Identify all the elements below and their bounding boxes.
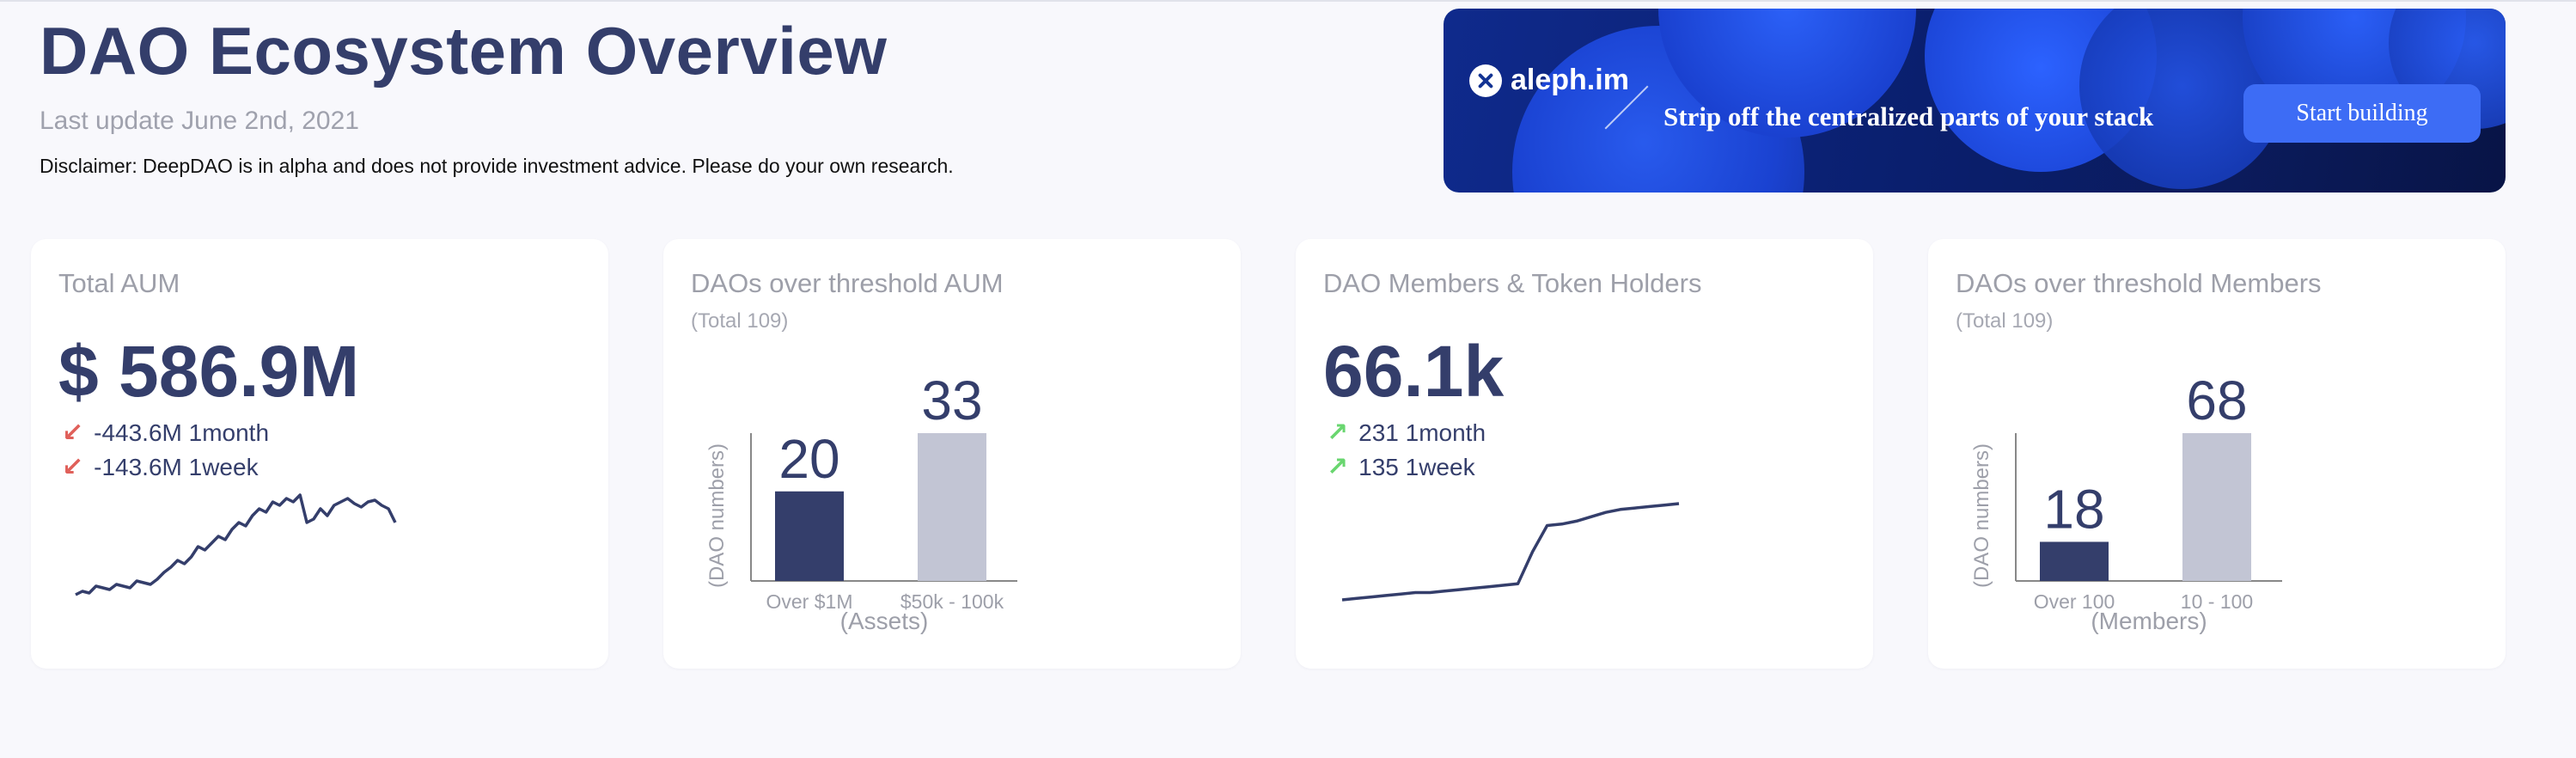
aleph-logo-icon bbox=[1469, 64, 1502, 97]
card-title: DAOs over threshold AUM bbox=[691, 268, 1004, 298]
delta-week-row: ↙ -143.6M 1week bbox=[62, 452, 259, 482]
card-title: DAO Members & Token Holders bbox=[1323, 268, 1702, 298]
bar-value-label: 20 bbox=[778, 428, 839, 490]
members-card: DAO Members & Token Holders 66.1k ↗ 231 … bbox=[1296, 239, 1873, 669]
bar bbox=[2182, 433, 2251, 581]
members-threshold-card: DAOs over threshold Members (Total 109) … bbox=[1928, 239, 2506, 669]
members-sparkline bbox=[1341, 502, 1680, 602]
disclaimer-text: Disclaimer: DeepDAO is in alpha and does… bbox=[40, 155, 954, 177]
arrow-down-icon: ↙ bbox=[62, 453, 84, 481]
page-title: DAO Ecosystem Overview bbox=[40, 13, 888, 89]
delta-month-row: ↙ -443.6M 1month bbox=[62, 418, 269, 448]
start-building-button[interactable]: Start building bbox=[2243, 84, 2481, 143]
aum-sparkline bbox=[75, 493, 397, 596]
x-axis-label: (Members) bbox=[2091, 608, 2207, 634]
card-subtitle: (Total 109) bbox=[1956, 309, 2054, 333]
aum-threshold-card: DAOs over threshold AUM (Total 109) 20 Ov… bbox=[663, 239, 1241, 669]
delta-week-text: 135 1week bbox=[1358, 453, 1475, 480]
card-subtitle: (Total 109) bbox=[691, 309, 789, 333]
banner-tagline: Strip off the centralized parts of your … bbox=[1663, 101, 2154, 131]
bar bbox=[775, 491, 844, 581]
delta-week-row: ↗ 135 1week bbox=[1327, 452, 1475, 482]
sparkline-path bbox=[75, 493, 397, 596]
card-title: DAOs over threshold Members bbox=[1956, 268, 2322, 298]
bar bbox=[2040, 541, 2109, 581]
delta-week-text: -143.6M 1week bbox=[94, 453, 259, 480]
last-update-text: Last update June 2nd, 2021 bbox=[40, 107, 359, 135]
arrow-down-icon: ↙ bbox=[62, 419, 84, 447]
arrow-up-icon: ↗ bbox=[1327, 453, 1349, 481]
bar-value-label: 18 bbox=[2043, 478, 2104, 540]
x-tick-label: Over $1M bbox=[766, 590, 853, 613]
top-divider bbox=[0, 0, 2576, 2]
card-title: Total AUM bbox=[58, 268, 180, 298]
x-tick-label: $50k - 100k bbox=[900, 590, 1004, 613]
y-axis-label: (DAO numbers) bbox=[705, 443, 729, 588]
bar-value-label: 33 bbox=[921, 370, 982, 431]
bar-value-label: 68 bbox=[2186, 370, 2247, 431]
aleph-banner[interactable]: aleph.im Strip off the centralized parts… bbox=[1444, 9, 2506, 193]
members-threshold-chart: 18 Over 100 68 10 - 100 (Members) (DAO number… bbox=[1956, 368, 2317, 660]
sparkline-path bbox=[1341, 502, 1680, 602]
delta-month-text: 231 1month bbox=[1358, 419, 1486, 446]
delta-month-row: ↗ 231 1month bbox=[1327, 418, 1486, 448]
x-axis-label: (Assets) bbox=[840, 608, 929, 634]
members-value: 66.1k bbox=[1323, 331, 1505, 412]
delta-month-text: -443.6M 1month bbox=[94, 419, 270, 446]
total-aum-card: Total AUM $ 586.9M ↙ -443.6M 1month ↙ -1… bbox=[31, 239, 608, 669]
bar bbox=[918, 433, 986, 581]
total-aum-value: $ 586.9M bbox=[58, 331, 360, 412]
aum-threshold-chart: 20 Over $1M 33 $50k - 100k (Assets) (DAO numb… bbox=[691, 368, 1052, 660]
members-threshold-svg: 18 Over 100 68 10 - 100(Members) (DAO number… bbox=[1970, 370, 2282, 634]
x-tick-label: Over 100 bbox=[2034, 590, 2115, 613]
aleph-logo: aleph.im bbox=[1469, 64, 1629, 97]
arrow-up-icon: ↗ bbox=[1327, 419, 1349, 447]
y-axis-label: (DAO numbers) bbox=[1970, 443, 1993, 588]
x-tick-label: 10 - 100 bbox=[2181, 590, 2253, 613]
aum-threshold-svg: 20 Over $1M 33 $50k - 100k(Assets) (DAO numb… bbox=[705, 370, 1017, 634]
aleph-logo-text: aleph.im bbox=[1511, 64, 1629, 96]
